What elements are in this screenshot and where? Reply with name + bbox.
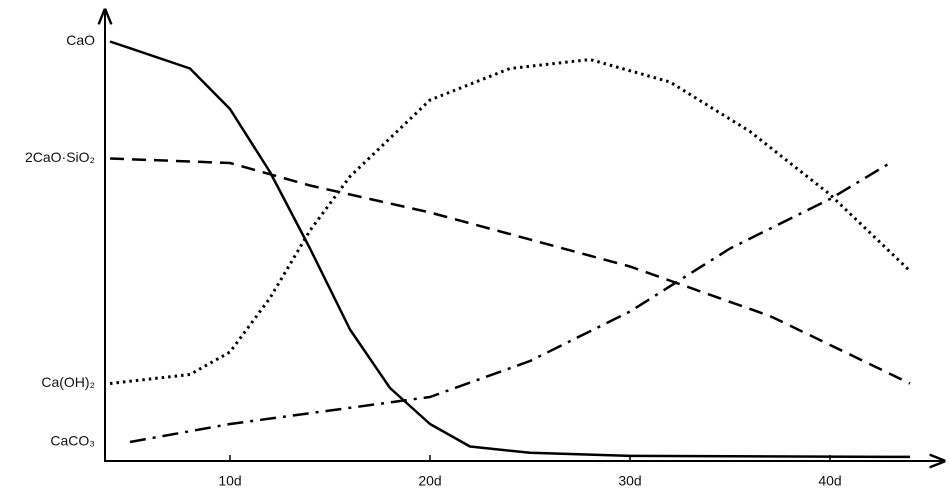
x-tick-label: 30d	[618, 473, 641, 489]
series-line	[109, 157, 911, 385]
y-tick-label: 2CaO·SiO₂	[25, 149, 95, 165]
y-tick-label: CaCO₃	[50, 433, 95, 449]
series-line	[109, 40, 911, 459]
series-line	[129, 161, 891, 444]
series-line	[109, 58, 912, 385]
y-tick-label: CaO	[66, 32, 95, 48]
x-tick-label: 40d	[818, 473, 841, 489]
y-tick-label: Ca(OH)₂	[41, 374, 95, 390]
x-tick-label: 20d	[418, 473, 441, 489]
x-tick-label: 10d	[218, 473, 241, 489]
